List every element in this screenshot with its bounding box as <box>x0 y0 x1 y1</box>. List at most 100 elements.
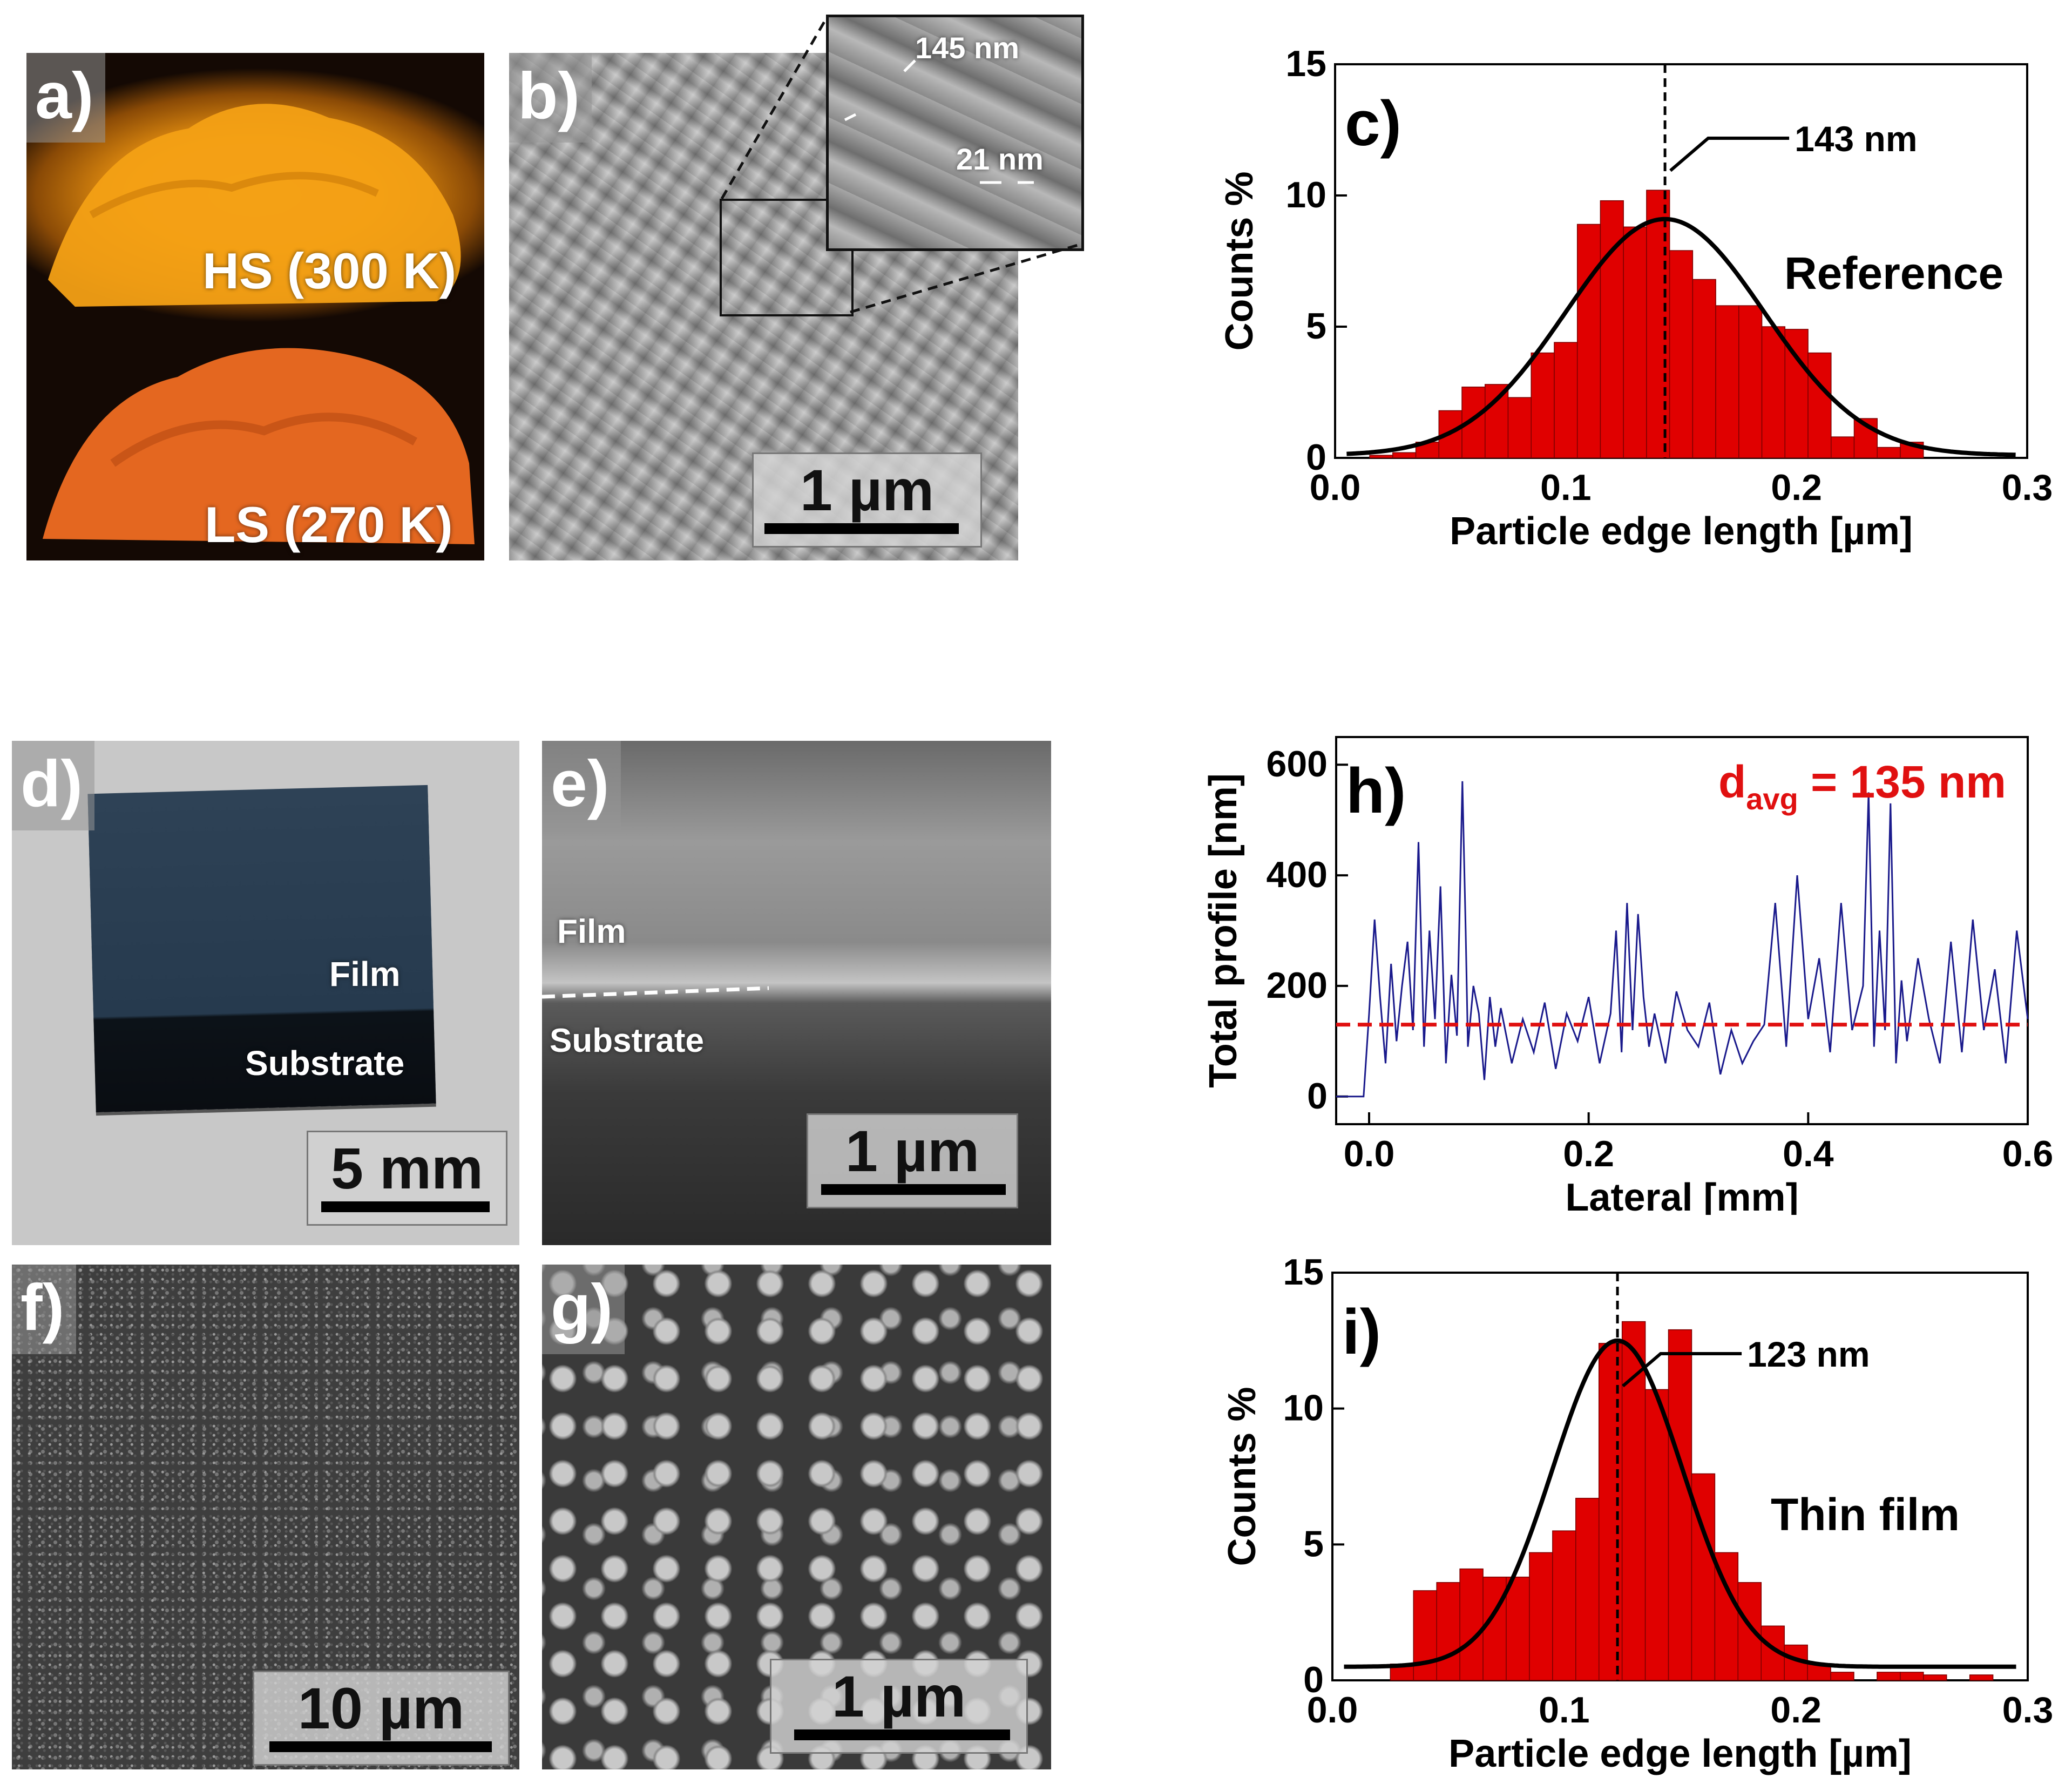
histogram-bar <box>1552 1530 1576 1681</box>
panel-b-scale-label: 1 µm <box>800 457 935 523</box>
histogram-bar <box>1877 1672 1901 1681</box>
x-tick-label: 0.0 <box>1310 467 1361 508</box>
panel-a-photo: a) HS (300 K) LS (270 K) <box>26 53 484 560</box>
x-axis-label: Particle edge length [µm] <box>1448 1732 1912 1775</box>
x-tick-label: 0.2 <box>1563 1133 1614 1174</box>
x-tick-label: 0.0 <box>1344 1133 1395 1174</box>
histogram-bar <box>1830 1672 1854 1681</box>
histogram-bar <box>1554 342 1578 458</box>
x-tick-label: 0.2 <box>1771 467 1822 508</box>
histogram-bar <box>1900 1672 1924 1681</box>
histogram-bar <box>1413 1590 1437 1681</box>
y-tick-label: 15 <box>1283 1252 1324 1293</box>
histogram-bar <box>1669 250 1694 458</box>
x-tick-label: 0.6 <box>2002 1133 2054 1174</box>
panel-d-photo: d) Film Substrate 5 mm <box>12 741 519 1245</box>
annotation-subscript: avg <box>1746 782 1798 816</box>
gaussian-fit-curve <box>1346 217 2016 457</box>
chart-title: Reference <box>1784 248 2003 299</box>
gaussian-fit-curve <box>1344 1338 2016 1669</box>
hs-text: HS (300 K) <box>202 242 457 299</box>
y-tick-label: 10 <box>1285 174 1326 215</box>
panel-f-sem: f) 10 µm <box>12 1265 519 1769</box>
histogram-bar <box>1369 455 1393 458</box>
panel-f-scale-bar <box>269 1741 492 1752</box>
histogram-bar <box>1692 279 1716 458</box>
y-tick-label: 0 <box>1303 1659 1324 1700</box>
x-tick-label: 0.2 <box>1770 1690 1822 1731</box>
y-tick-label: 5 <box>1303 1523 1324 1564</box>
histogram-bar <box>1738 305 1763 458</box>
histogram-bar <box>1831 436 1855 458</box>
annotation-var: d <box>1718 756 1746 807</box>
y-tick-label: 5 <box>1306 306 1326 347</box>
film-text: Film <box>329 955 401 994</box>
inset-size-text: 145 nm <box>915 31 1019 65</box>
histogram-bar <box>1576 224 1601 458</box>
histogram-bar <box>1853 418 1878 458</box>
histogram-bar <box>1784 329 1809 458</box>
x-tick-label: 0.3 <box>2002 467 2053 508</box>
y-tick-label: 15 <box>1285 43 1326 84</box>
histogram-bar <box>1668 1329 1692 1681</box>
x-tick-label: 0.1 <box>1540 467 1592 508</box>
histogram-bar <box>1761 326 1786 458</box>
y-tick-label: 400 <box>1267 854 1328 895</box>
y-axis-label: Counts % <box>1221 1387 1264 1566</box>
powder-piles <box>43 104 475 544</box>
panel-e-label: e) <box>542 741 621 830</box>
histogram-bar <box>1459 1568 1484 1681</box>
chart-title: Thin film <box>1771 1489 1960 1540</box>
histogram-bar <box>1482 1576 1507 1681</box>
panel-g-scale-bar <box>794 1729 1010 1740</box>
mean-marker-pointer <box>1669 137 1790 172</box>
histogram-bar <box>1436 1582 1460 1681</box>
histogram-bar <box>1529 1552 1553 1681</box>
panel-label: h) <box>1346 755 1406 827</box>
y-tick-label: 200 <box>1267 965 1328 1006</box>
panel-g-label: g) <box>542 1265 625 1354</box>
panel-b-inset: 145 nm 21 nm <box>826 15 1084 251</box>
histogram-bar <box>1485 384 1509 458</box>
x-axis-label: Lateral [mm] <box>1565 1176 1798 1215</box>
x-axis-label: Particle edge length [µm] <box>1450 510 1913 553</box>
panel-f-scalebar: 10 µm <box>253 1671 510 1766</box>
plot-frame <box>1335 736 2029 1125</box>
x-tick-label: 0.4 <box>1783 1133 1834 1174</box>
panel-e-scale-bar <box>821 1184 1006 1195</box>
y-tick-label: 0 <box>1306 437 1326 478</box>
histogram-bar <box>1877 447 1901 458</box>
panel-a-label: a) <box>26 53 106 143</box>
panel-d-scalebar: 5 mm <box>307 1131 507 1226</box>
e-film-text: Film <box>557 913 626 950</box>
panel-g-scale-label: 1 µm <box>831 1664 966 1729</box>
profile-series-line <box>1336 781 2029 1098</box>
panel-b-scalebar: 1 µm <box>752 452 982 548</box>
chart-h-profile: 0.0 0.2 0.4 0.6 0 200 400 600 Lateral [mm] Total … <box>1202 736 2054 1215</box>
panel-e-scale-label: 1 µm <box>845 1118 980 1184</box>
panel-b-label: b) <box>509 53 592 143</box>
panel-d-scale-bar <box>321 1201 490 1212</box>
average-annotation: davg = 135 nm <box>1718 756 2006 816</box>
panel-d-scale-label: 5 mm <box>330 1136 484 1201</box>
mean-marker-label: 143 nm <box>1795 119 1917 159</box>
mean-marker-pointer <box>1622 1352 1742 1388</box>
panel-g-sem: g) 1 µm <box>542 1265 1051 1769</box>
x-tick-label: 0.0 <box>1307 1690 1358 1731</box>
y-axis-label: Total profile [nm] <box>1202 773 1245 1088</box>
y-tick-label: 10 <box>1283 1388 1324 1429</box>
panel-g-scalebar: 1 µm <box>770 1659 1028 1754</box>
panel-b-scale-bar <box>764 523 959 534</box>
histogram-bar <box>1506 1576 1530 1681</box>
histogram-bar <box>1969 1674 1994 1681</box>
panel-d-label: d) <box>12 741 95 830</box>
film-interface-line <box>542 986 769 999</box>
panel-label: c) <box>1345 88 1401 159</box>
inset-arrows <box>844 59 1034 184</box>
histogram-bar <box>1623 226 1647 458</box>
panel-e-sem: e) Film Substrate 1 µm <box>542 741 1051 1245</box>
e-substrate-text: Substrate <box>550 1022 704 1059</box>
y-tick-label: 0 <box>1307 1076 1328 1117</box>
histogram-bar <box>1531 352 1555 458</box>
histogram-bar <box>1507 397 1532 458</box>
